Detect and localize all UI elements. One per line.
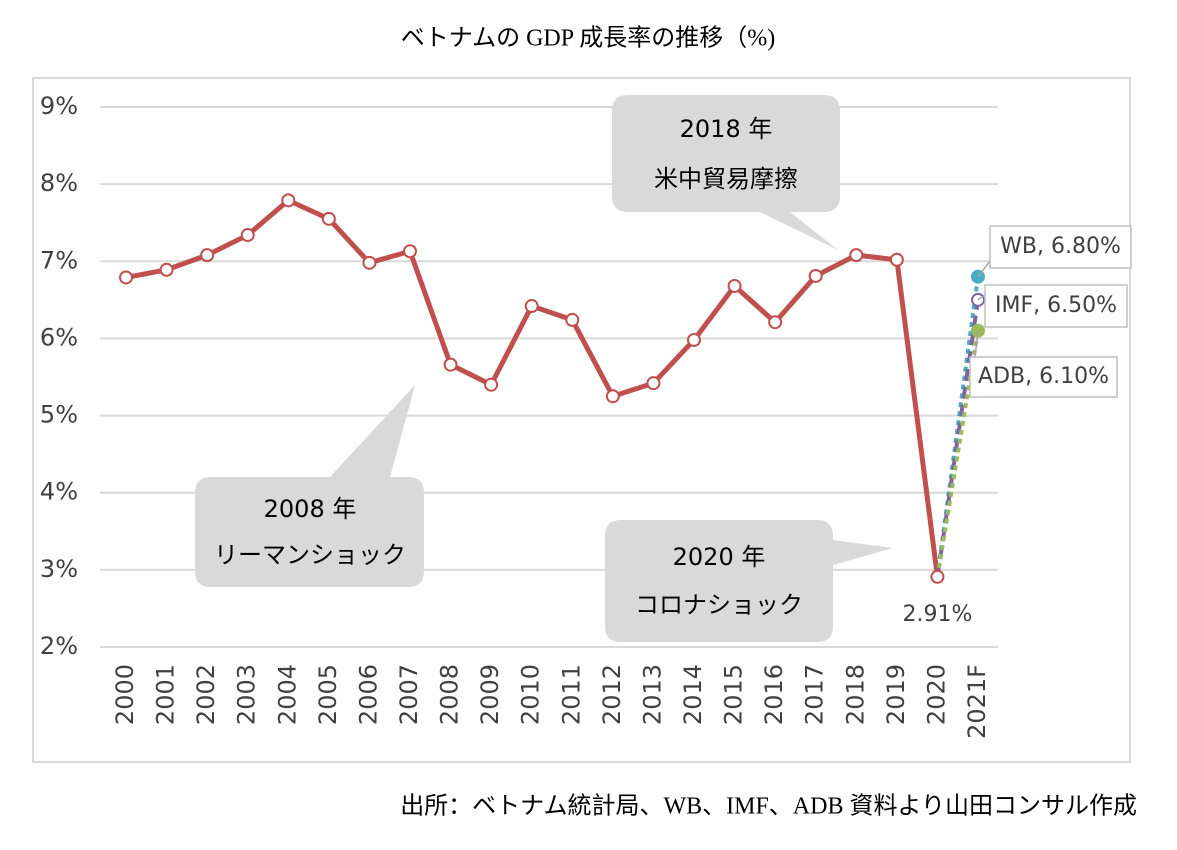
data-label: WB, 6.80%	[1000, 234, 1121, 259]
data-label: IMF, 6.50%	[995, 293, 1117, 318]
x-tick-label: 2007	[395, 664, 423, 725]
point-marker	[159, 262, 174, 277]
x-tick-label: 2008	[436, 664, 464, 725]
point-marker	[849, 248, 864, 263]
data-label: ADB, 6.10%	[978, 364, 1109, 389]
point-marker	[119, 270, 133, 285]
annotation-text: コロナショック	[635, 591, 803, 619]
point-marker	[281, 193, 296, 208]
point-marker	[240, 228, 255, 243]
x-tick-label: 2016	[760, 664, 788, 725]
series-line	[935, 276, 980, 578]
x-tick-label: 2020	[922, 664, 950, 725]
point-marker	[484, 377, 499, 392]
y-tick-label: 9%	[40, 92, 78, 120]
callout-box	[605, 520, 893, 642]
x-tick-label: 2001	[152, 664, 180, 725]
annotation-text: 2008 年	[264, 495, 357, 523]
x-tick-label: 2005	[314, 664, 342, 725]
x-tick-label: 2010	[517, 664, 545, 725]
point-marker	[524, 299, 539, 314]
x-tick-label: 2003	[233, 664, 261, 725]
source-note: 出所：ベトナム統計局、WB、IMF、ADB 資料より山田コンサル作成	[400, 793, 1137, 820]
label-box	[989, 225, 1132, 269]
label-leader	[974, 330, 979, 358]
y-tick-label: 4%	[40, 478, 78, 506]
x-tick-label: 2012	[598, 664, 626, 725]
point-marker	[362, 255, 377, 270]
callout-box	[195, 385, 424, 587]
label-box	[984, 284, 1128, 328]
y-tick-label: 8%	[40, 169, 78, 197]
x-tick-label: 2021F	[963, 664, 991, 739]
label-leader	[977, 294, 986, 301]
x-tick-label: 2013	[638, 664, 666, 725]
point-marker	[605, 389, 620, 404]
x-tick-label: 2017	[801, 664, 829, 725]
point-marker	[889, 252, 904, 267]
x-tick-label: 2004	[273, 664, 301, 725]
data-label: 2.91%	[902, 602, 972, 627]
label-box	[969, 356, 1118, 398]
annotation-text: リーマンショック	[214, 541, 406, 569]
point-marker	[403, 244, 417, 259]
point-marker	[687, 332, 701, 347]
y-tick-label: 2%	[40, 632, 78, 660]
x-tick-label: 2006	[354, 664, 382, 725]
x-tick-label: 2011	[557, 664, 585, 725]
point-marker	[727, 278, 742, 293]
x-tick-label: 2009	[476, 664, 504, 725]
y-tick-label: 7%	[40, 246, 78, 274]
callout: 2018 年 米中貿易摩擦	[612, 95, 840, 250]
point-marker	[930, 569, 945, 584]
callout: 2008 年 リーマンショック	[195, 385, 424, 587]
annotation-text: 2020 年	[673, 543, 766, 571]
callout-box	[612, 95, 840, 250]
point-marker	[200, 248, 215, 263]
point-marker	[565, 312, 580, 327]
point-marker	[321, 211, 336, 226]
point-marker	[808, 268, 823, 283]
point-marker	[443, 357, 458, 372]
plot-frame	[32, 77, 1131, 763]
point-marker	[646, 376, 661, 391]
x-tick-label: 2014	[679, 664, 707, 725]
chart-title: ベトナムの GDP 成長率の推移（%)	[401, 25, 775, 52]
x-tick-label: 2018	[841, 664, 869, 725]
annotation-text: 2018 年	[680, 115, 773, 143]
callout: 2020 年 コロナショック	[605, 520, 893, 642]
annotation-text: 米中貿易摩擦	[654, 165, 798, 193]
y-tick-label: 6%	[40, 323, 78, 351]
x-tick-label: 2002	[192, 664, 220, 725]
y-tick-label: 5%	[40, 401, 78, 429]
x-tick-label: 2015	[720, 664, 748, 725]
point-marker	[768, 315, 783, 330]
y-tick-label: 3%	[40, 555, 78, 583]
x-tick-label: 2019	[882, 664, 910, 725]
x-tick-label: 2000	[111, 664, 139, 725]
